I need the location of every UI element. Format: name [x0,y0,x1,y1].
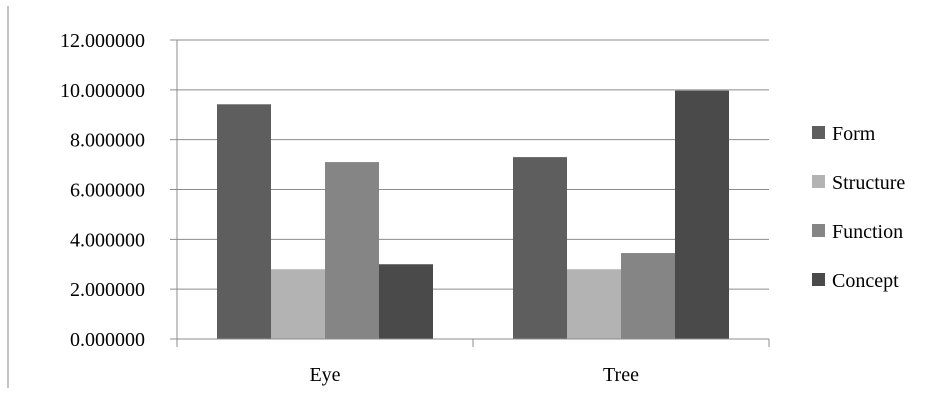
y-tick-label: 4.000000 [70,229,145,251]
legend-label-form: Form [832,123,876,145]
x-axis: Eye Tree [176,338,770,386]
bars [217,90,729,339]
y-tick-label: 0.000000 [70,329,145,351]
x-category-label: Eye [309,364,340,386]
bar-form-tree [513,157,567,339]
y-tick-label: 10.000000 [60,80,145,102]
y-tick-label: 12.000000 [60,30,145,52]
legend-label-function: Function [832,221,903,243]
bar-concept-eye [379,264,433,339]
y-tick-label: 6.000000 [70,180,145,202]
bar-structure-eye [271,269,325,339]
legend-label-concept: Concept [832,270,899,292]
legend-swatch-form [812,126,825,139]
legend-swatch-function [812,224,825,237]
bar-structure-tree [567,269,621,339]
legend-label-structure: Structure [832,172,905,194]
bar-function-eye [325,162,379,339]
legend-swatch-structure [812,175,825,188]
legend-swatch-concept [812,273,825,286]
x-category-label: Tree [603,364,639,386]
y-tick-label: 8.000000 [70,130,145,152]
legend: Form Structure Function Concept [812,123,905,292]
bar-concept-tree [675,90,729,339]
y-axis-ticks: 0.000000 2.000000 4.000000 6.000000 8.000000… [60,30,178,351]
bar-function-tree [621,253,675,339]
bar-form-eye [217,104,271,339]
y-tick-label: 2.000000 [70,279,145,301]
